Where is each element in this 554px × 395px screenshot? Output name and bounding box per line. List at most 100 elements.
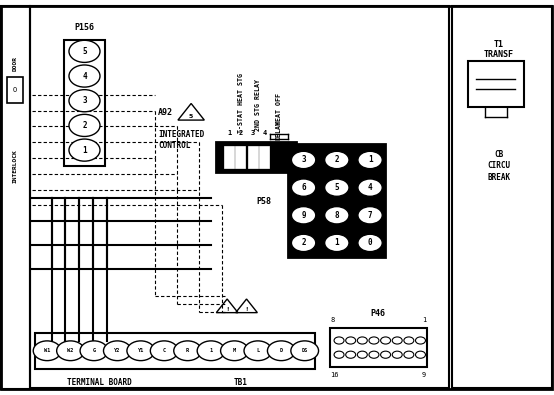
Text: G: G xyxy=(93,348,95,353)
Text: 2: 2 xyxy=(82,121,87,130)
Text: 2: 2 xyxy=(335,156,339,164)
Circle shape xyxy=(334,351,344,358)
Circle shape xyxy=(416,337,425,344)
Circle shape xyxy=(381,351,391,358)
Text: 1: 1 xyxy=(368,156,372,164)
Text: 2: 2 xyxy=(238,130,243,136)
Bar xyxy=(259,146,269,168)
Circle shape xyxy=(358,151,382,169)
Text: 3: 3 xyxy=(301,156,306,164)
Circle shape xyxy=(346,337,356,344)
Text: W1: W1 xyxy=(44,348,50,353)
Text: 16: 16 xyxy=(330,372,338,378)
Bar xyxy=(35,333,315,369)
Circle shape xyxy=(220,341,248,361)
Text: DOOR: DOOR xyxy=(13,56,18,71)
Text: R: R xyxy=(186,348,189,353)
Text: 9: 9 xyxy=(422,372,426,378)
Circle shape xyxy=(357,337,367,344)
Text: 5: 5 xyxy=(189,114,193,119)
Bar xyxy=(216,142,296,172)
Text: L: L xyxy=(257,348,259,353)
Circle shape xyxy=(358,179,382,196)
Circle shape xyxy=(244,341,271,361)
Circle shape xyxy=(57,341,84,361)
Text: 8: 8 xyxy=(330,317,335,323)
Circle shape xyxy=(291,179,316,196)
Text: 3: 3 xyxy=(82,96,87,105)
Circle shape xyxy=(150,341,178,361)
Bar xyxy=(288,144,385,257)
Text: C: C xyxy=(163,348,166,353)
Circle shape xyxy=(325,151,349,169)
Bar xyxy=(452,6,552,388)
Circle shape xyxy=(291,207,316,224)
Text: INTEGRATED
CONTROL: INTEGRATED CONTROL xyxy=(158,130,204,150)
Circle shape xyxy=(69,40,100,62)
Circle shape xyxy=(69,139,100,161)
Circle shape xyxy=(404,351,414,358)
Circle shape xyxy=(325,234,349,252)
Text: Y2: Y2 xyxy=(114,348,120,353)
Circle shape xyxy=(346,351,356,358)
Circle shape xyxy=(291,234,316,252)
Bar xyxy=(248,146,258,168)
Text: 1: 1 xyxy=(335,239,339,247)
Bar xyxy=(235,146,245,168)
Text: T-STAT HEAT STG: T-STAT HEAT STG xyxy=(238,73,244,133)
Text: 1: 1 xyxy=(422,317,426,323)
Text: DELAY: DELAY xyxy=(276,120,281,140)
Text: 4: 4 xyxy=(368,183,372,192)
Bar xyxy=(330,328,427,367)
Text: 4: 4 xyxy=(82,71,87,81)
Bar xyxy=(30,6,449,388)
Circle shape xyxy=(392,337,402,344)
Circle shape xyxy=(197,341,225,361)
Circle shape xyxy=(325,179,349,196)
Text: 6: 6 xyxy=(301,183,306,192)
Text: Y1: Y1 xyxy=(137,348,144,353)
Text: M: M xyxy=(233,348,236,353)
Circle shape xyxy=(392,351,402,358)
Text: !: ! xyxy=(226,307,228,312)
Text: 0: 0 xyxy=(368,239,372,247)
Circle shape xyxy=(268,341,295,361)
Text: P156: P156 xyxy=(74,23,95,32)
Circle shape xyxy=(358,207,382,224)
Text: CB
CIRCU
BREAK: CB CIRCU BREAK xyxy=(487,150,510,181)
Text: TB1: TB1 xyxy=(234,378,248,387)
Circle shape xyxy=(404,337,414,344)
Bar xyxy=(224,146,234,168)
Bar xyxy=(7,77,23,103)
Circle shape xyxy=(69,65,100,87)
Text: !: ! xyxy=(245,307,248,312)
Circle shape xyxy=(381,337,391,344)
Text: 4: 4 xyxy=(262,130,266,136)
Text: W2: W2 xyxy=(68,348,74,353)
Circle shape xyxy=(174,341,202,361)
Text: 8: 8 xyxy=(335,211,339,220)
Circle shape xyxy=(291,341,319,361)
Text: INTERLOCK: INTERLOCK xyxy=(13,149,18,183)
Circle shape xyxy=(325,207,349,224)
Text: DS: DS xyxy=(301,348,308,353)
Text: D: D xyxy=(280,348,283,353)
Text: 7: 7 xyxy=(368,211,372,220)
Circle shape xyxy=(69,115,100,137)
Text: 1: 1 xyxy=(209,348,213,353)
Circle shape xyxy=(334,337,344,344)
Text: 1: 1 xyxy=(82,146,87,154)
Circle shape xyxy=(369,351,379,358)
Text: 2ND STG RELAY: 2ND STG RELAY xyxy=(255,79,260,131)
Circle shape xyxy=(127,341,155,361)
Circle shape xyxy=(358,234,382,252)
Bar xyxy=(468,61,524,107)
Circle shape xyxy=(104,341,131,361)
Text: 5: 5 xyxy=(335,183,339,192)
Text: O: O xyxy=(13,87,17,93)
Text: 3: 3 xyxy=(251,130,255,136)
Text: 1: 1 xyxy=(227,130,232,136)
Bar xyxy=(1,6,30,389)
Text: 2: 2 xyxy=(301,239,306,247)
Text: P58: P58 xyxy=(257,197,271,206)
